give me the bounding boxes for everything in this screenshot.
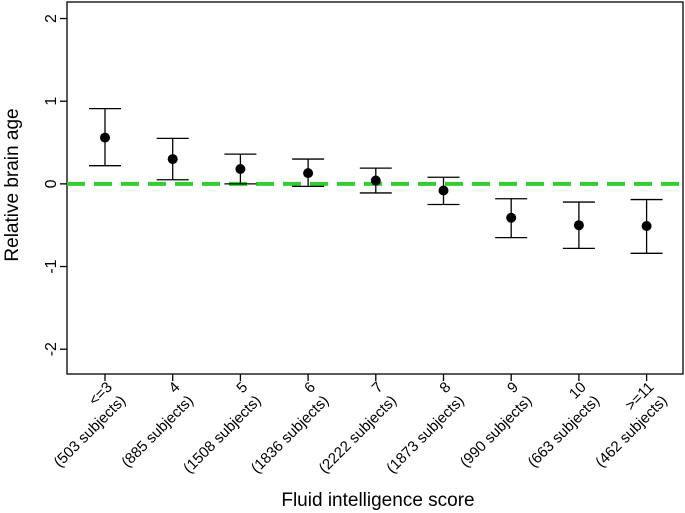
x-tick-label: 8(1873 subjects) xyxy=(370,379,468,477)
x-tick-label-score: 6 xyxy=(301,379,319,397)
y-tick-label: -2 xyxy=(43,342,60,356)
mean-point xyxy=(235,163,246,174)
mean-point xyxy=(303,168,314,179)
x-tick-label: <=3(503 subjects) xyxy=(37,379,129,471)
mean-point xyxy=(100,132,110,143)
y-tick-label: -1 xyxy=(43,259,60,273)
axes xyxy=(60,1,684,381)
y-tick-label: 1 xyxy=(43,97,60,106)
y-tick-label: 2 xyxy=(43,14,60,23)
mean-point xyxy=(573,220,584,231)
x-tick-label-score: 9 xyxy=(504,379,522,397)
y-tick-label: 0 xyxy=(43,179,60,188)
x-tick-label-score: 4 xyxy=(166,379,184,397)
x-tick-label: >=11(462 subjects) xyxy=(579,379,671,471)
data-marks xyxy=(89,107,663,254)
x-tick-label-score: 7 xyxy=(369,379,387,397)
x-tick-label-score: 8 xyxy=(436,379,454,397)
x-tick-label: 4(885 subjects) xyxy=(105,379,197,471)
x-axis-title: Fluid intelligence score xyxy=(281,490,474,511)
mean-point xyxy=(370,175,381,186)
plot-frame xyxy=(66,1,684,375)
mean-point xyxy=(438,185,449,196)
x-tick-label: 10(663 subjects) xyxy=(511,379,603,471)
x-tick-label: 9(990 subjects) xyxy=(443,379,535,471)
y-axis-title: Relative brain age xyxy=(2,108,23,261)
tick-labels: 2 1 0 -1 -2 <=3(503 subjects)4(885 subjects) 5… xyxy=(37,14,671,477)
mean-point xyxy=(506,212,517,223)
x-tick-label-score: 5 xyxy=(233,379,251,397)
mean-point xyxy=(167,154,178,165)
mean-point xyxy=(641,221,652,232)
